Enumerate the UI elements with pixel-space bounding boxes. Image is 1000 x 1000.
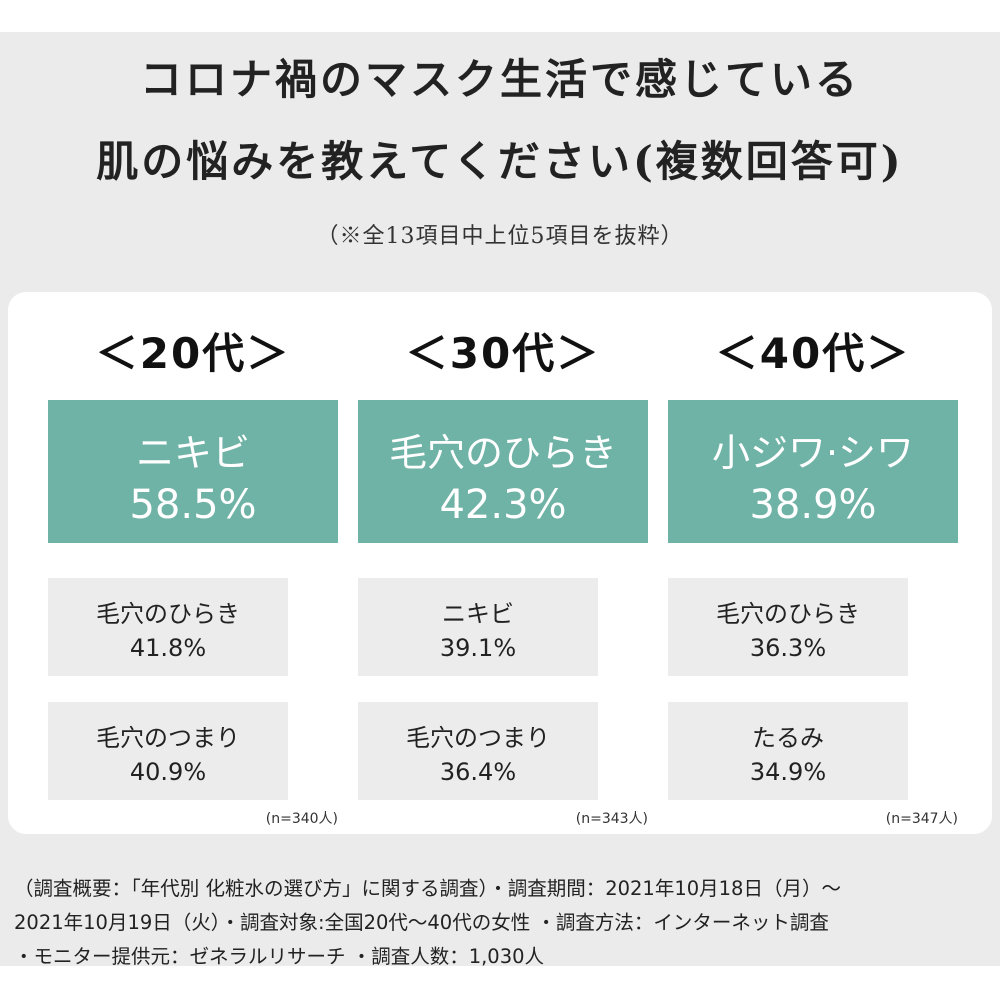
- concern-value: 36.3%: [749, 634, 827, 662]
- sample-size-label: (n=343人): [575, 811, 648, 827]
- top-concern-value: 58.5%: [129, 482, 257, 528]
- top-concern-box: ニキビ 58.5%: [48, 400, 338, 543]
- concern-label: ニキビ: [442, 600, 514, 628]
- concern-box-rank-3: 毛穴のつまり 40.9%: [48, 702, 288, 800]
- selection-note: （※全13項目中上位5項目を抜粋）: [316, 224, 684, 249]
- concern-value: 41.8%: [129, 634, 207, 662]
- age-column-30s: ＜30代＞ 毛穴のひらき 42.3% ニキビ 39.1% 毛穴のつまり 36.4…: [358, 292, 648, 834]
- title-line-2: 肌の悩みを教えてください(複数回答可): [96, 137, 904, 186]
- title-line-1: コロナ禍のマスク生活で感じている: [139, 55, 860, 104]
- top-concern-box: 毛穴のひらき 42.3%: [358, 400, 648, 543]
- concern-value: 36.4%: [439, 758, 517, 786]
- top-concern-label: 小ジワ·シワ: [711, 431, 915, 475]
- age-heading: ＜40代＞: [715, 329, 911, 378]
- concern-value: 40.9%: [129, 758, 207, 786]
- survey-summary-line-1: （調査概要：「年代別 化粧水の選び方」に関する調査）・調査期間：2021年10月…: [14, 877, 841, 900]
- concern-box-rank-3: 毛穴のつまり 36.4%: [358, 702, 598, 800]
- sample-size-label: (n=340人): [265, 811, 338, 827]
- concern-label: 毛穴のつまり: [406, 724, 550, 752]
- concern-value: 39.1%: [439, 634, 517, 662]
- concern-box-rank-2: 毛穴のひらき 36.3%: [668, 578, 908, 676]
- concern-label: たるみ: [752, 724, 824, 752]
- top-concern-label: 毛穴のひらき: [388, 431, 617, 475]
- concern-box-rank-2: ニキビ 39.1%: [358, 578, 598, 676]
- survey-summary-line-3: ・モニター提供元：ゼネラルリサーチ ・調査人数：1,030人: [14, 945, 545, 968]
- top-concern-box: 小ジワ·シワ 38.9%: [668, 400, 958, 543]
- results-panel: ＜20代＞ ニキビ 58.5% 毛穴のひらき 41.8% 毛穴のつまり 40.9…: [8, 292, 992, 834]
- survey-summary-line-2: 2021年10月19日（火）・調査対象:全国20代〜40代の女性 ・調査方法：イ…: [14, 911, 829, 934]
- age-column-40s: ＜40代＞ 小ジワ·シワ 38.9% 毛穴のひらき 36.3% たるみ 34.9…: [668, 292, 958, 834]
- top-concern-value: 38.9%: [749, 482, 877, 528]
- top-concern-label: ニキビ: [135, 431, 250, 475]
- age-heading: ＜30代＞: [405, 329, 601, 378]
- concern-box-rank-3: たるみ 34.9%: [668, 702, 908, 800]
- concern-label: 毛穴のつまり: [96, 724, 240, 752]
- concern-box-rank-2: 毛穴のひらき 41.8%: [48, 578, 288, 676]
- sample-size-label: (n=347人): [885, 811, 958, 827]
- concern-label: 毛穴のひらき: [96, 600, 240, 628]
- concern-value: 34.9%: [749, 758, 827, 786]
- age-column-20s: ＜20代＞ ニキビ 58.5% 毛穴のひらき 41.8% 毛穴のつまり 40.9…: [48, 292, 338, 834]
- age-heading: ＜20代＞: [95, 329, 291, 378]
- concern-label: 毛穴のひらき: [716, 600, 860, 628]
- top-concern-value: 42.3%: [439, 482, 567, 528]
